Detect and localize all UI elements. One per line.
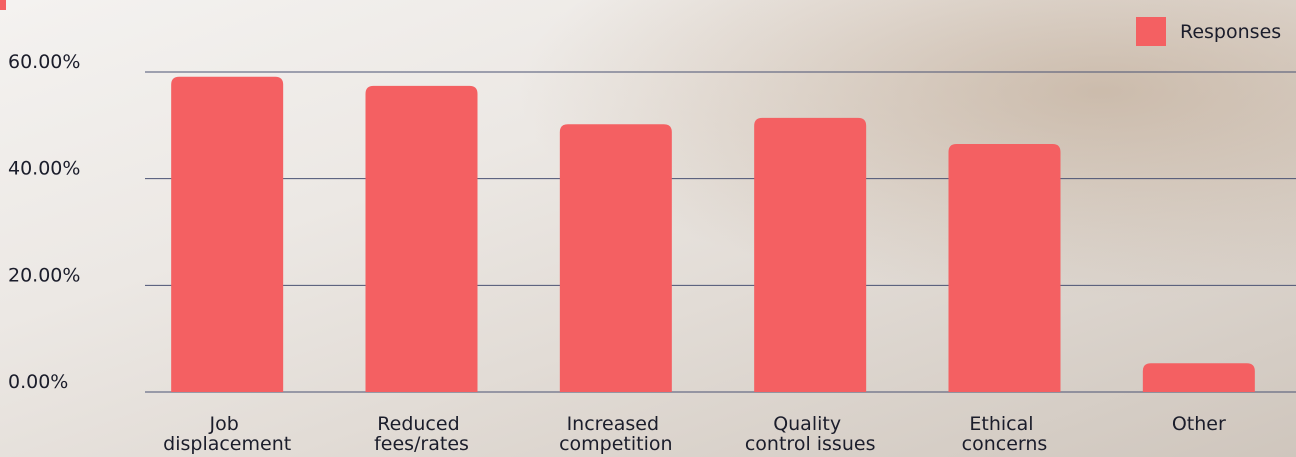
- x-tick-label: Reduced fees/rates: [374, 413, 469, 455]
- y-tick-label: 20.00%: [8, 264, 80, 286]
- bar: [559, 124, 672, 393]
- x-tick-label: Increased competition: [559, 413, 672, 455]
- bar: [365, 85, 478, 392]
- x-tick-label: Quality control issues: [745, 413, 876, 455]
- x-tick-label: Job displacement: [163, 413, 291, 455]
- legend-swatch: [1136, 17, 1166, 46]
- bar: [1142, 363, 1255, 392]
- bar: [948, 144, 1061, 392]
- corner-mark: [0, 0, 6, 10]
- bar: [171, 76, 284, 393]
- legend-label: Responses: [1180, 21, 1281, 43]
- y-tick-label: 0.00%: [8, 371, 68, 393]
- bar: [754, 117, 867, 392]
- x-tick-label: Other: [1172, 413, 1226, 435]
- x-tick-label: Ethical concerns: [962, 413, 1048, 455]
- y-tick-label: 60.00%: [8, 51, 80, 73]
- y-tick-label: 40.00%: [8, 158, 80, 180]
